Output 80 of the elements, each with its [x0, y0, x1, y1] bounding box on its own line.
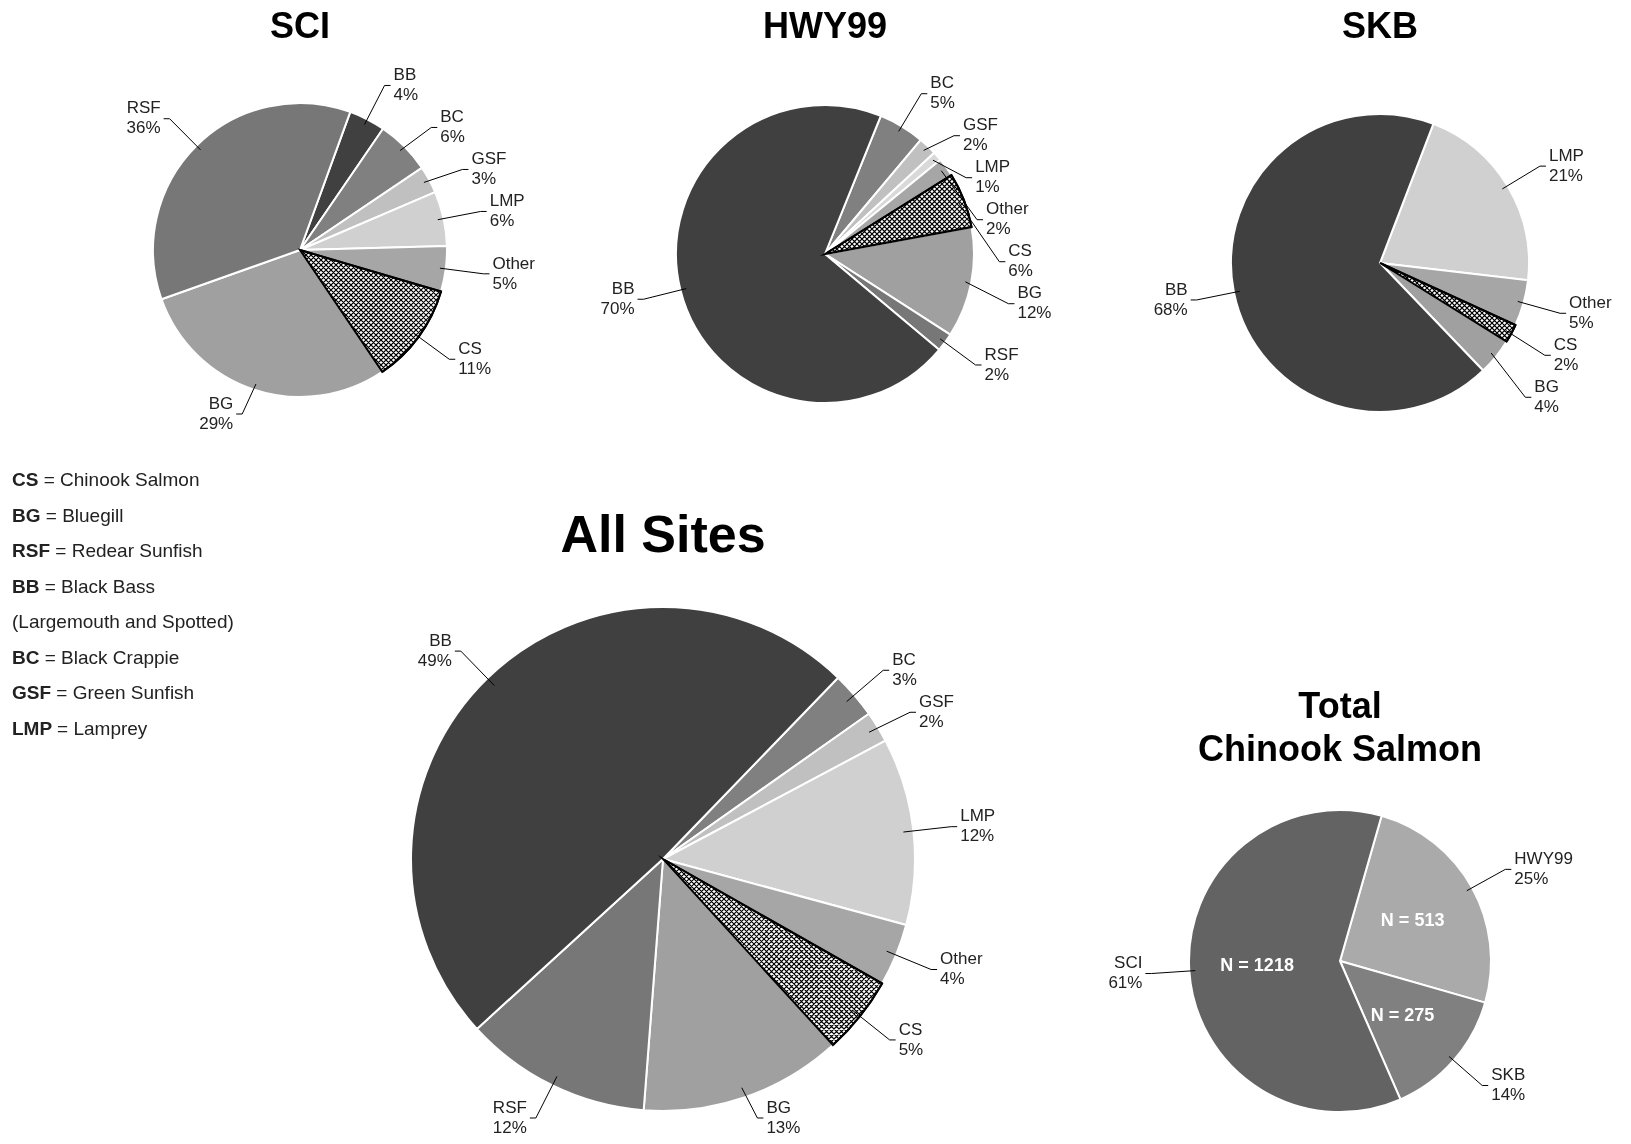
slice-label: Other: [1569, 292, 1612, 312]
slice-label: Other: [986, 199, 1029, 219]
text: N = 1218: [1220, 955, 1294, 976]
data-label: 6%: [1008, 261, 1033, 281]
text: (Largemouth and Spotted): [12, 610, 234, 634]
slice-label: LMP: [489, 191, 525, 211]
slice-label: BG: [1534, 376, 1559, 396]
data-label: 36%: [126, 118, 161, 138]
data-label: 5%: [898, 1039, 924, 1059]
slice-label: BB: [429, 630, 452, 650]
slice-label: BG: [208, 393, 234, 413]
data-label: 1%: [975, 177, 1000, 197]
data-label: 68%: [1153, 299, 1188, 319]
data-label: 6%: [440, 127, 465, 147]
data-label: 2%: [984, 364, 1010, 384]
data-label: 5%: [1569, 312, 1594, 332]
data-label: 2%: [919, 711, 944, 731]
slice-label: BG: [766, 1097, 791, 1117]
slice-label: BB: [611, 278, 635, 298]
data-label: 12%: [1017, 303, 1052, 323]
slice-label: CS: [1008, 241, 1032, 261]
slice-label: RSF: [126, 98, 161, 118]
data-label: 5%: [492, 273, 518, 293]
slice-label: BB: [1165, 279, 1188, 299]
chart-title: All Sites: [560, 504, 766, 563]
data-label: 6%: [489, 211, 515, 231]
data-label: 2%: [986, 219, 1011, 239]
slice-label: BG: [1017, 283, 1042, 303]
slice-label: LMP: [1548, 145, 1584, 165]
text: GSF = Green Sunfish: [12, 681, 196, 705]
slice-label: CS: [1553, 334, 1578, 354]
data-label: 21%: [1548, 165, 1583, 185]
slice-label: RSF: [492, 1097, 527, 1117]
data-label: 4%: [1534, 396, 1559, 416]
data-label: 29%: [199, 413, 234, 433]
slice-label: CS: [458, 338, 482, 358]
slice-label: GSF: [471, 149, 507, 169]
data-label: 12%: [492, 1117, 527, 1137]
slice-label: BC: [440, 107, 464, 127]
data-label: 12%: [960, 826, 995, 846]
slice-label: SKB: [1491, 1065, 1526, 1085]
data-label: 25%: [1514, 869, 1549, 889]
slice-label: SCI: [1114, 953, 1143, 973]
chart-title: SKB: [1341, 4, 1419, 46]
chart-title: SCI: [269, 4, 331, 46]
slice-label: CS: [898, 1019, 923, 1039]
slice-label: HWY99: [1514, 849, 1573, 869]
text: RSF = Redear Sunfish: [12, 539, 204, 563]
slice-label: LMP: [960, 806, 996, 826]
slice-label: BC: [930, 73, 954, 93]
slice-label: BC: [892, 649, 916, 669]
text: BC = Black Crappie: [12, 645, 181, 670]
text: N = 275: [1370, 1004, 1435, 1025]
slice-label: Other: [492, 253, 536, 273]
text: N = 513: [1380, 909, 1445, 930]
slice-label: LMP: [975, 157, 1011, 177]
data-label: 2%: [962, 135, 988, 155]
text: LMP = Lamprey: [12, 716, 149, 741]
data-label: 61%: [1108, 973, 1143, 993]
data-label: 11%: [458, 358, 492, 378]
slice-label: Other: [940, 949, 983, 969]
text: BB = Black Bass: [12, 574, 157, 599]
slice-label: GSF: [962, 115, 998, 135]
chart-title: HWY99: [762, 4, 888, 46]
data-label: 3%: [892, 669, 917, 689]
slice-label: RSF: [984, 344, 1019, 364]
data-label: 3%: [471, 169, 496, 189]
data-label: 14%: [1491, 1085, 1526, 1105]
data-label: 2%: [1553, 354, 1579, 374]
data-label: 13%: [766, 1117, 801, 1137]
data-label: 5%: [930, 93, 955, 113]
text: BG = Bluegill: [12, 503, 125, 528]
text: CS = Chinook Salmon: [12, 468, 201, 492]
chart-title: Total Chinook Salmon: [1197, 684, 1483, 769]
slice-label: GSF: [919, 691, 954, 711]
data-label: 4%: [393, 85, 419, 105]
data-label: 70%: [600, 298, 635, 318]
slice-label: BB: [393, 65, 417, 85]
data-label: 49%: [417, 650, 452, 670]
data-label: 4%: [940, 969, 965, 989]
